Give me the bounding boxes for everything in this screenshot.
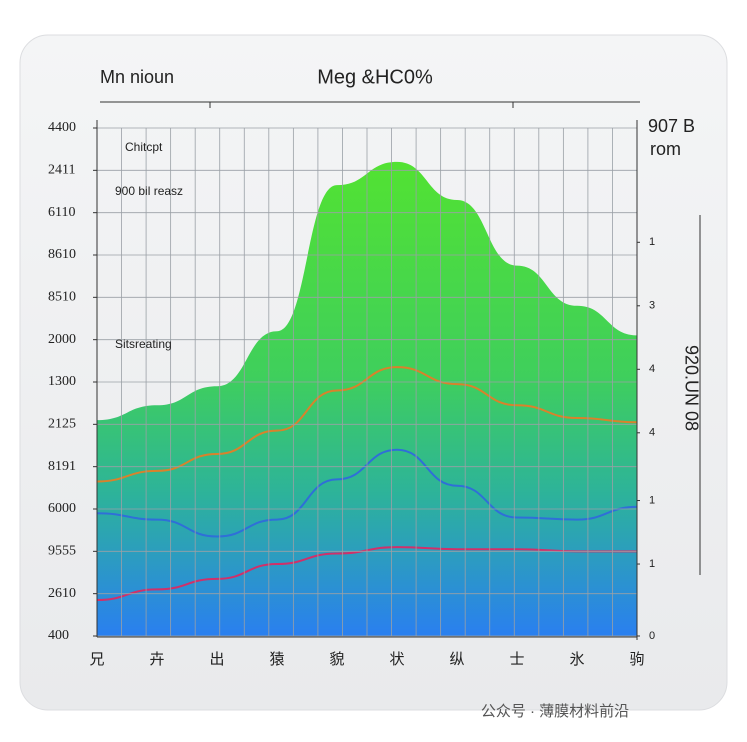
x-tick-label: 猿 xyxy=(269,651,284,668)
y2-tick-label: 4 xyxy=(649,363,655,375)
annotation: Chitcpt xyxy=(125,140,163,154)
y2-axis-label: 920.UN 08 xyxy=(681,345,701,431)
y2-tick-label: 1 xyxy=(649,558,655,570)
line xyxy=(96,546,637,602)
x-tick-label: 氷 xyxy=(569,651,584,668)
x-tick-label: 兄 xyxy=(89,651,104,668)
x-tick-label: 貌 xyxy=(329,651,344,668)
x-tick-label: 纵 xyxy=(449,651,464,668)
watermark: 公众号 · 薄膜材料前沿 xyxy=(481,703,629,720)
x-tick-label: 士 xyxy=(509,651,524,668)
annotation: Sitsreating xyxy=(115,337,172,351)
y-tick-label: 6110 xyxy=(48,205,75,220)
y2-tick-label: 1 xyxy=(649,236,655,248)
x-tick-label: 驹 xyxy=(629,651,644,668)
top-right-label: rom xyxy=(650,139,681,159)
x-tick-label: 状 xyxy=(389,651,404,668)
annotation: 900 bil reasz xyxy=(115,184,183,198)
y-tick-label: 2125 xyxy=(48,417,76,432)
y-tick-label: 400 xyxy=(48,628,69,643)
x-tick-label: 出 xyxy=(209,651,224,668)
y-tick-label: 4400 xyxy=(48,120,76,135)
y-tick-label: 8610 xyxy=(48,247,76,262)
y-tick-label: 9555 xyxy=(48,544,76,559)
y-tick-label: 8510 xyxy=(48,290,76,305)
y2-tick-label: 0 xyxy=(649,630,655,642)
x-tick-label: 卉 xyxy=(149,651,164,668)
y2-tick-label: 4 xyxy=(649,427,655,439)
y-tick-label: 2610 xyxy=(48,586,76,601)
y2-tick-label: 3 xyxy=(649,300,655,312)
y-tick-label: 2000 xyxy=(48,332,76,347)
top-right-label: 907 B xyxy=(648,116,695,136)
y-tick-label: 6000 xyxy=(48,501,76,516)
chart-title: Meg &HC0% xyxy=(317,66,433,88)
y-tick-label: 1300 xyxy=(48,374,76,389)
y-tick-label: 8191 xyxy=(48,459,76,474)
y-tick-label: 2411 xyxy=(48,163,75,178)
y2-tick-label: 1 xyxy=(649,494,655,506)
top-left-label: Mn nioun xyxy=(100,67,174,87)
